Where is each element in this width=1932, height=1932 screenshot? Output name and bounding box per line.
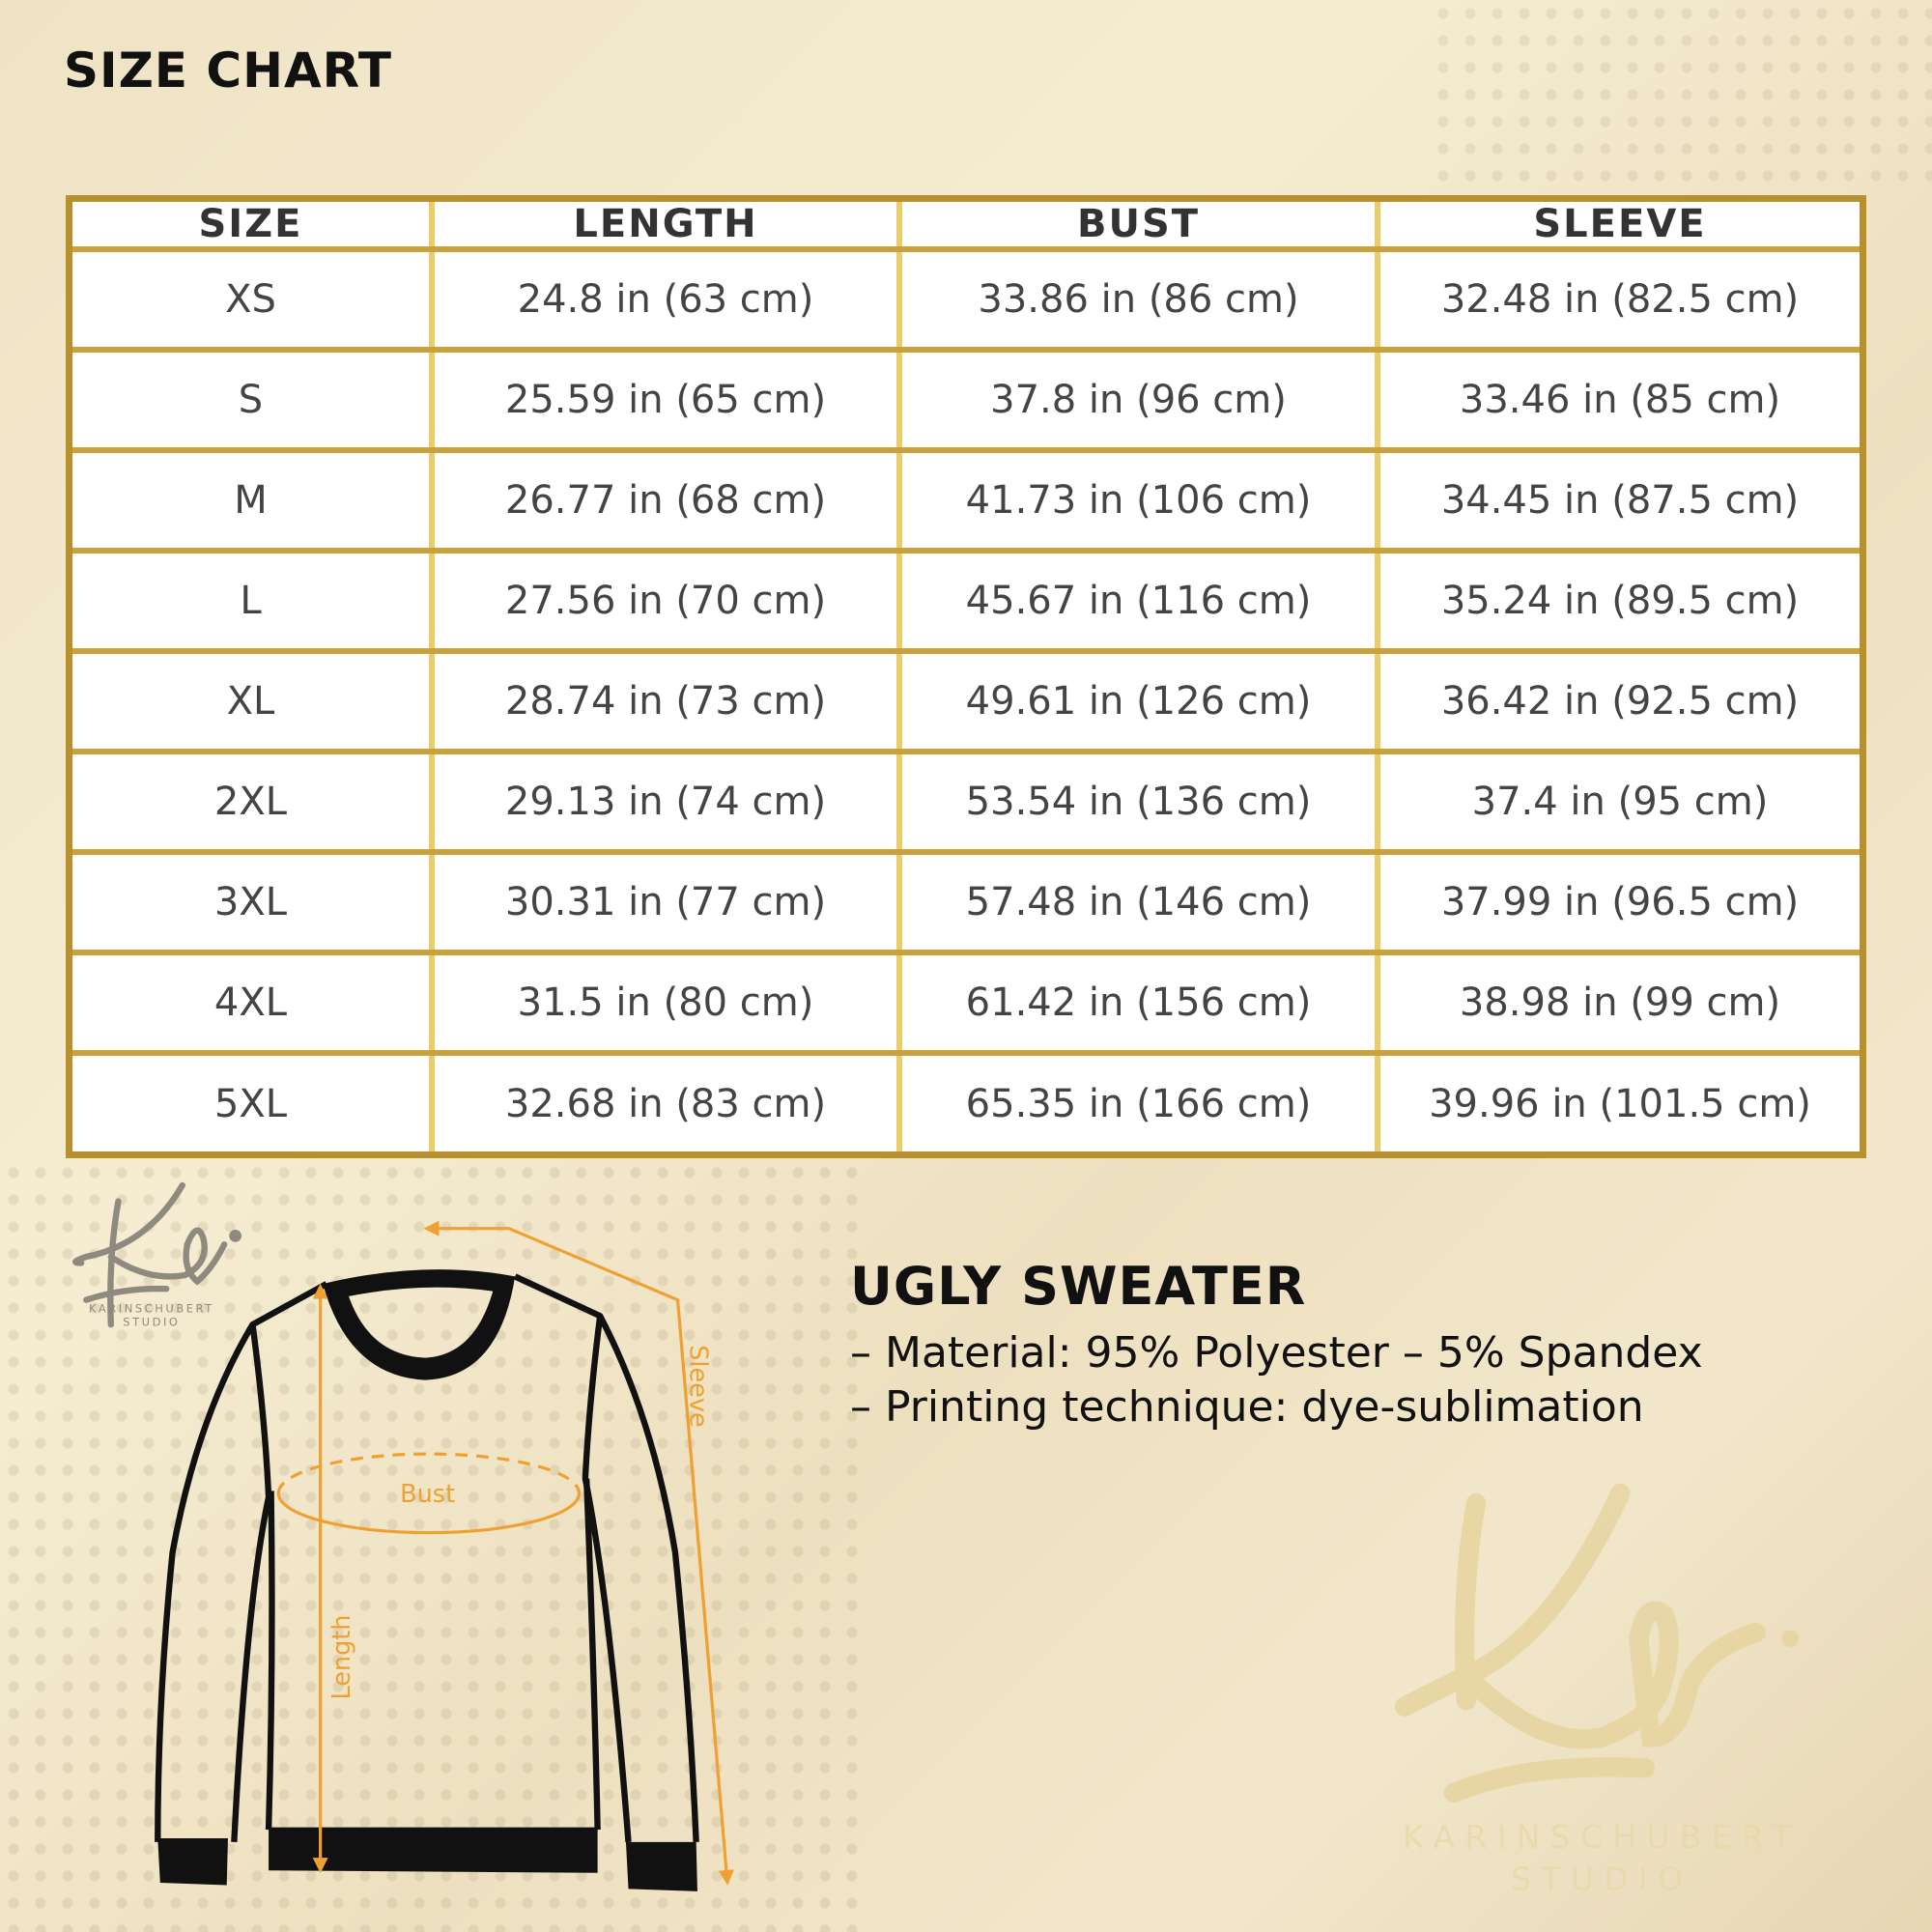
table-row: S 25.59 in (65 cm) 37.8 in (96 cm) 33.46 in… — [66, 347, 1866, 454]
cell-length: 26.77 in (68 cm) — [429, 447, 902, 554]
svg-text:KARINSCHUBERT: KARINSCHUBERT — [89, 1301, 214, 1315]
left-cuff — [157, 1838, 228, 1886]
cell-bust: 65.35 in (166 cm) — [896, 1050, 1380, 1158]
waistband — [269, 1827, 598, 1873]
column-header-length: LENGTH — [429, 195, 902, 252]
cell-size: 2XL — [66, 749, 435, 856]
column-header-bust: BUST — [896, 195, 1380, 252]
cell-bust: 49.61 in (126 cm) — [896, 648, 1380, 755]
cell-length: 25.59 in (65 cm) — [429, 347, 902, 454]
bust-ellipse-bottom — [276, 1492, 582, 1535]
cell-size: L — [66, 548, 435, 655]
studio-logo: KARINSCHUBERT STUDIO — [72, 1181, 242, 1328]
cell-sleeve: 39.96 in (101.5 cm) — [1375, 1050, 1866, 1158]
cell-size: XS — [66, 245, 435, 354]
table-row: M 26.77 in (68 cm) 41.73 in (106 cm) 34.45 … — [66, 447, 1866, 554]
cell-sleeve: 33.46 in (85 cm) — [1375, 347, 1866, 454]
product-info: UGLY SWEATER – Material: 95% Polyester –… — [850, 1256, 1703, 1435]
page-title: SIZE CHART — [64, 43, 393, 99]
table-row: 3XL 30.31 in (77 cm) 57.48 in (146 cm) 37.9… — [66, 849, 1866, 956]
cell-bust: 53.54 in (136 cm) — [896, 749, 1380, 856]
dot-pattern-left — [0, 1159, 869, 1932]
cell-length: 24.8 in (63 cm) — [429, 245, 902, 354]
collar — [323, 1269, 516, 1380]
cell-size: 5XL — [66, 1050, 435, 1158]
product-printing: – Printing technique: dye-sublimation — [850, 1382, 1644, 1432]
sleeve-arrow — [423, 1220, 734, 1886]
bust-label: Bust — [400, 1480, 455, 1509]
cell-length: 31.5 in (80 cm) — [429, 950, 902, 1057]
table-row: 2XL 29.13 in (74 cm) 53.54 in (136 cm) 37.4… — [66, 749, 1866, 856]
table-row: 5XL 32.68 in (83 cm) 65.35 in (166 cm) 39.9… — [66, 1050, 1866, 1158]
cell-length: 29.13 in (74 cm) — [429, 749, 902, 856]
table-row: L 27.56 in (70 cm) 45.67 in (116 cm) 35.24 … — [66, 548, 1866, 655]
cell-sleeve: 35.24 in (89.5 cm) — [1375, 548, 1866, 655]
cell-size: S — [66, 347, 435, 454]
svg-text:STUDIO: STUDIO — [1511, 1861, 1692, 1898]
cell-bust: 45.67 in (116 cm) — [896, 548, 1380, 655]
bust-ellipse-top — [276, 1452, 582, 1493]
dot-pattern-top — [1430, 0, 1932, 193]
cell-sleeve: 37.4 in (95 cm) — [1375, 749, 1866, 856]
column-header-size: SIZE — [66, 195, 435, 252]
cell-sleeve: 36.42 in (92.5 cm) — [1375, 648, 1866, 755]
sweater-outline — [155, 1273, 699, 1843]
cell-sleeve: 37.99 in (96.5 cm) — [1375, 849, 1866, 956]
cell-length: 32.68 in (83 cm) — [429, 1050, 902, 1158]
product-name: UGLY SWEATER — [850, 1256, 1307, 1317]
svg-text:STUDIO: STUDIO — [123, 1315, 180, 1328]
size-table: SIZE LENGTH BUST SLEEVE XS 24.8 in (63 cm… — [66, 195, 1866, 1158]
cell-length: 27.56 in (70 cm) — [429, 548, 902, 655]
table-row: XL 28.74 in (73 cm) 49.61 in (126 cm) 36.42… — [66, 648, 1866, 755]
cell-bust: 37.8 in (96 cm) — [896, 347, 1380, 454]
cell-length: 30.31 in (77 cm) — [429, 849, 902, 956]
cell-size: 4XL — [66, 950, 435, 1057]
cell-size: 3XL — [66, 849, 435, 956]
measure-annotations — [276, 1220, 734, 1886]
cell-bust: 41.73 in (106 cm) — [896, 447, 1380, 554]
cell-length: 28.74 in (73 cm) — [429, 648, 902, 755]
studio-watermark: KARINSCHUBERT STUDIO — [1394, 1483, 1801, 1898]
cell-size: XL — [66, 648, 435, 755]
cell-sleeve: 34.45 in (87.5 cm) — [1375, 447, 1866, 554]
table-header-row: SIZE LENGTH BUST SLEEVE — [66, 195, 1866, 252]
cell-bust: 61.42 in (156 cm) — [896, 950, 1380, 1057]
cell-bust: 57.48 in (146 cm) — [896, 849, 1380, 956]
sleeve-label: Sleeve — [683, 1345, 712, 1427]
length-label: Length — [327, 1615, 356, 1700]
product-material: – Material: 95% Polyester – 5% Spandex — [850, 1328, 1703, 1378]
cell-sleeve: 32.48 in (82.5 cm) — [1375, 245, 1866, 354]
right-cuff — [625, 1841, 697, 1891]
column-header-sleeve: SLEEVE — [1375, 195, 1866, 252]
cell-size: M — [66, 447, 435, 554]
table-row: 4XL 31.5 in (80 cm) 61.42 in (156 cm) 38.98… — [66, 950, 1866, 1057]
table-row: XS 24.8 in (63 cm) 33.86 in (86 cm) 32.48 i… — [66, 245, 1866, 354]
svg-text:KARINSCHUBERT: KARINSCHUBERT — [1403, 1818, 1801, 1856]
cell-bust: 33.86 in (86 cm) — [896, 245, 1380, 354]
cell-sleeve: 38.98 in (99 cm) — [1375, 950, 1866, 1057]
